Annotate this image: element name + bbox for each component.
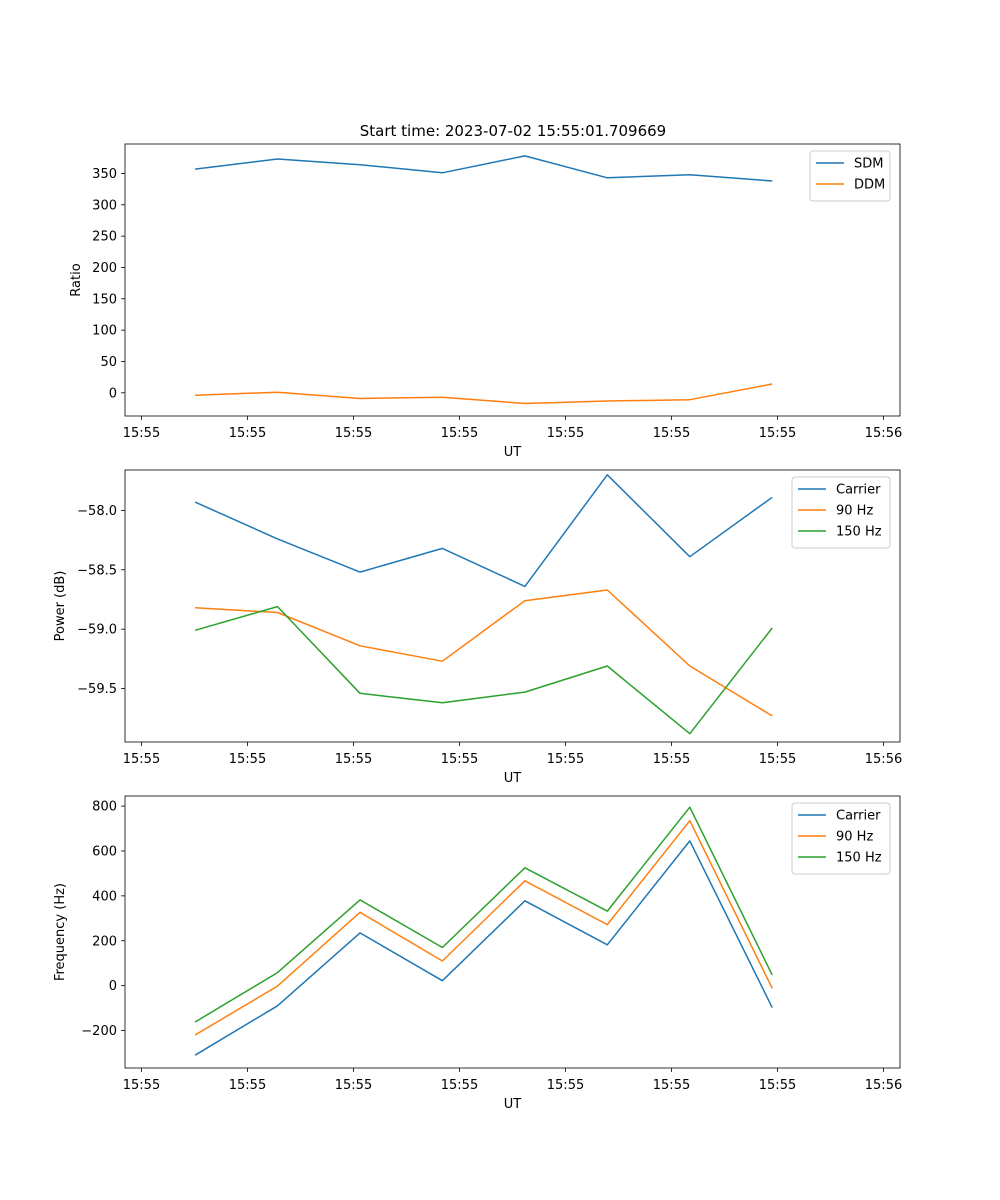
legend-label-90-hz: 90 Hz <box>836 830 873 845</box>
x-tick-label: 15:56 <box>865 752 902 767</box>
x-axis-label: UT <box>504 771 522 786</box>
x-tick-label: 15:55 <box>123 426 160 441</box>
panels: 15:55 15:55 15:55 15:55 15:55 15:55 15:55 15:56… <box>53 143 902 1112</box>
legend-label-sdm: SDM <box>854 157 883 172</box>
x-tick-label: 15:55 <box>653 426 690 441</box>
y-tick-label: 250 <box>92 230 117 245</box>
y-tick-label: 100 <box>92 324 117 339</box>
y-tick-label: 0 <box>109 386 117 401</box>
legend-label-150-hz: 150 Hz <box>836 851 882 866</box>
figure-title: Start time: 2023-07-02 15:55:01.709669 <box>360 122 666 140</box>
x-tick-label: 15:55 <box>441 426 478 441</box>
y-tick-label: −58.0 <box>77 504 117 519</box>
x-tick-label: 15:55 <box>229 426 266 441</box>
x-tick-label: 15:55 <box>229 752 266 767</box>
x-tick-label: 15:55 <box>653 1078 690 1093</box>
y-axis-label: Frequency (Hz) <box>53 883 68 981</box>
x-tick-label: 15:55 <box>335 426 372 441</box>
y-tick-label: 150 <box>92 292 117 307</box>
x-tick-label: 15:56 <box>865 1078 902 1093</box>
x-axis-label: UT <box>504 445 522 460</box>
x-tick-label: 15:55 <box>547 426 584 441</box>
y-tick-label: 350 <box>92 167 117 182</box>
y-tick-label: 800 <box>92 800 117 815</box>
legend-label-carrier: Carrier <box>836 483 881 498</box>
y-axis-label: Power (dB) <box>53 571 68 642</box>
chart-panel-1: 15:55 15:55 15:55 15:55 15:55 15:55 15:55 15:56… <box>69 143 902 460</box>
legend-label-ddm: DDM <box>854 178 885 193</box>
series-line-carrier <box>194 840 773 1056</box>
series-line-carrier <box>194 474 773 588</box>
series-line-90-hz <box>194 819 773 1036</box>
chart-panel-2: 15:55 15:55 15:55 15:55 15:55 15:55 15:55 15:56… <box>53 469 902 786</box>
y-axis-label: Ratio <box>69 263 84 296</box>
x-tick-label: 15:55 <box>335 1078 372 1093</box>
x-tick-label: 15:55 <box>441 1078 478 1093</box>
legend-label-carrier: Carrier <box>836 809 881 824</box>
y-tick-label: 0 <box>109 979 117 994</box>
legend: Carrier 90 Hz 150 Hz <box>791 476 891 549</box>
series-line-150-hz <box>194 605 773 735</box>
series-line-ddm <box>195 383 773 405</box>
y-tick-label: 600 <box>92 844 117 859</box>
x-tick-label: 15:55 <box>335 752 372 767</box>
series-line-90-hz <box>195 589 773 717</box>
x-tick-label: 15:55 <box>123 1078 160 1093</box>
plot-frame <box>124 469 901 743</box>
chart-panel-3: 15:55 15:55 15:55 15:55 15:55 15:55 15:55 15:56… <box>53 795 902 1112</box>
plot-frame <box>124 143 901 417</box>
x-tick-label: 15:55 <box>759 752 796 767</box>
y-tick-label: 200 <box>92 261 117 276</box>
x-tick-label: 15:56 <box>865 426 902 441</box>
y-tick-label: −59.5 <box>77 682 117 697</box>
y-tick-label: 200 <box>92 934 117 949</box>
y-tick-label: 50 <box>100 355 117 370</box>
y-tick-label: −200 <box>81 1024 117 1039</box>
plot-frame <box>124 795 901 1069</box>
x-tick-label: 15:55 <box>759 1078 796 1093</box>
legend: SDM DDM <box>809 150 891 202</box>
y-tick-label: −59.0 <box>77 623 117 638</box>
legend-label-150-hz: 150 Hz <box>836 525 882 540</box>
series-line-sdm <box>195 155 773 182</box>
x-axis-label: UT <box>504 1097 522 1112</box>
legend: Carrier 90 Hz 150 Hz <box>791 802 891 875</box>
legend-label-90-hz: 90 Hz <box>836 504 873 519</box>
y-tick-label: −58.5 <box>77 563 117 578</box>
y-tick-label: 400 <box>92 889 117 904</box>
x-tick-label: 15:55 <box>547 752 584 767</box>
x-tick-label: 15:55 <box>123 752 160 767</box>
x-tick-label: 15:55 <box>229 1078 266 1093</box>
series-line-150-hz <box>194 806 773 1023</box>
x-tick-label: 15:55 <box>441 752 478 767</box>
y-tick-label: 300 <box>92 198 117 213</box>
x-tick-label: 15:55 <box>547 1078 584 1093</box>
x-tick-label: 15:55 <box>653 752 690 767</box>
x-tick-label: 15:55 <box>759 426 796 441</box>
